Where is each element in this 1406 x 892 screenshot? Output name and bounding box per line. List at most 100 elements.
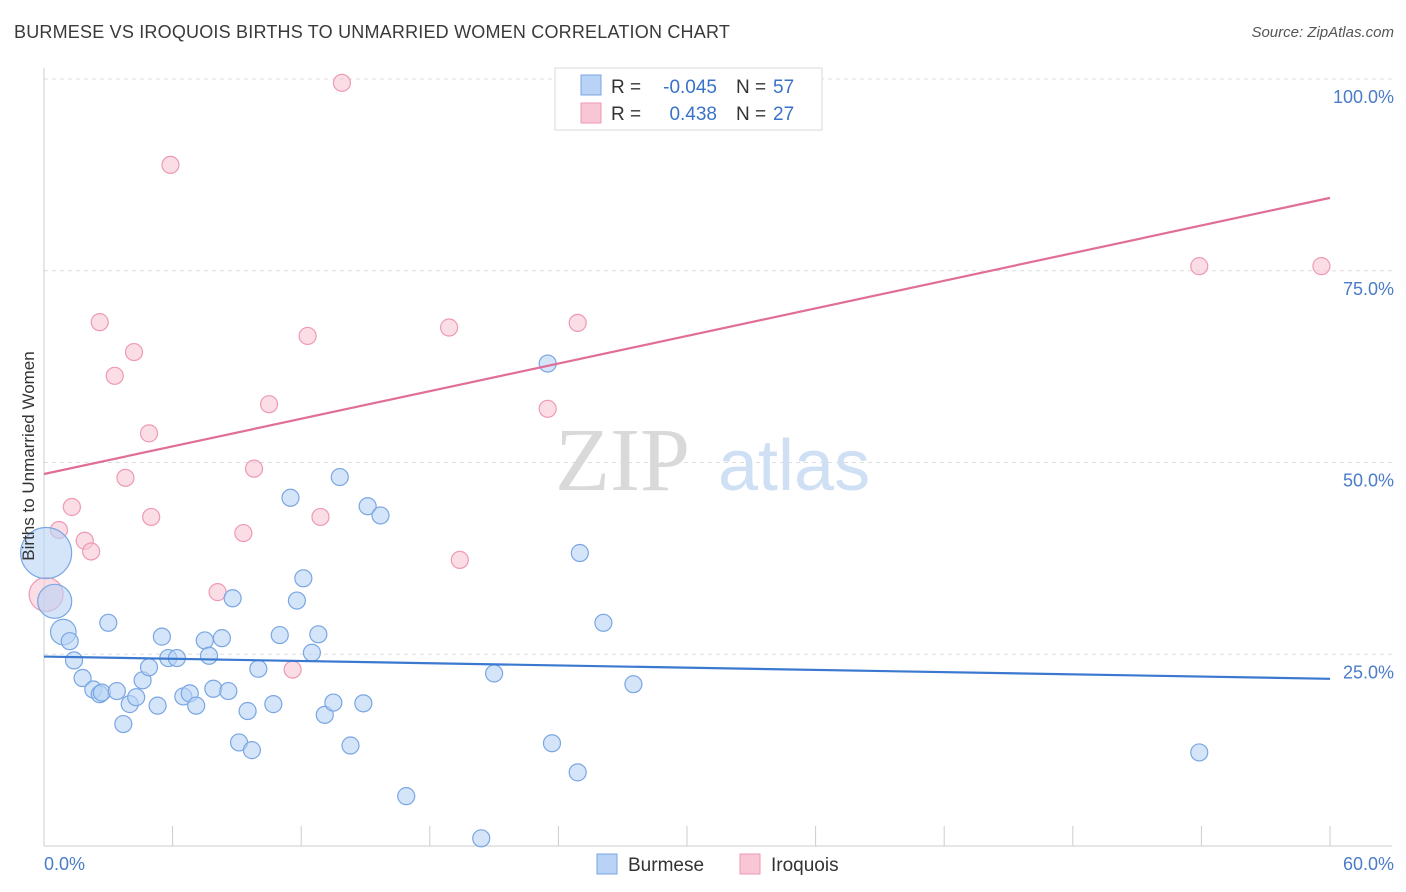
burmese-point <box>73 668 92 688</box>
iroquois-point <box>311 507 330 527</box>
burmese-trend-line <box>43 655 1331 680</box>
burmese-point <box>99 613 118 632</box>
burmese-point <box>281 488 300 507</box>
burmese-point <box>287 591 307 610</box>
burmese-point <box>485 664 504 683</box>
burmese-point <box>195 631 214 650</box>
iroquois-point <box>116 468 135 487</box>
axes <box>43 68 1392 847</box>
legend: R = -0.045 N = 57 R = 0.438 N = 27 <box>554 67 823 131</box>
burmese-point <box>354 694 373 713</box>
tick-labels: 25.0% 50.0% 75.0% 100.0% 0.0% 60.0% <box>44 87 1394 874</box>
bottom-legend-iroquois: Iroquois <box>771 855 839 876</box>
iroquois-point <box>62 497 81 517</box>
y-tick-label: 100.0% <box>1333 87 1394 107</box>
iroquois-point <box>259 395 279 414</box>
burmese-point <box>624 675 643 694</box>
burmese-point <box>309 625 328 644</box>
bottom-legend-swatch-burmese <box>596 853 618 875</box>
legend-n-value: 27 <box>773 104 794 125</box>
legend-r-value: -0.045 <box>663 77 717 98</box>
iroquois-point <box>450 550 469 570</box>
legend-swatch-iroquois <box>580 102 602 124</box>
burmese-point <box>294 569 313 588</box>
y-axis-label: Births to Unmarried Women <box>19 351 38 560</box>
watermark-atlas: atlas <box>718 426 870 506</box>
legend-n-label: N = <box>736 77 766 98</box>
y-tick-label: 75.0% <box>1343 279 1394 299</box>
bottom-legend-swatch-iroquois <box>739 853 761 875</box>
iroquois-point <box>90 313 109 332</box>
iroquois-point <box>439 318 459 337</box>
iroquois-point <box>234 523 253 543</box>
x-tick-label: 0.0% <box>44 854 85 874</box>
burmese-point <box>114 714 133 734</box>
burmese-point <box>358 497 377 516</box>
burmese-point <box>242 741 262 760</box>
burmese-point <box>264 695 283 714</box>
burmese-point <box>187 696 206 715</box>
burmese-point <box>64 651 84 670</box>
legend-n-value: 57 <box>773 77 794 98</box>
iroquois-point <box>139 424 159 443</box>
burmese-point <box>60 632 79 651</box>
burmese-point <box>37 583 73 619</box>
iroquois-point <box>1312 257 1331 276</box>
iroquois-point <box>105 366 124 385</box>
burmese-point <box>212 629 231 648</box>
trend-lines <box>43 196 1331 680</box>
burmese-point <box>107 681 126 701</box>
burmese-point <box>341 736 360 755</box>
x-tick-label: 60.0% <box>1343 854 1394 874</box>
iroquois-point <box>568 313 587 333</box>
chart-title: BURMESE VS IROQUOIS BIRTHS TO UNMARRIED … <box>14 22 731 42</box>
y-tick-label: 25.0% <box>1343 662 1394 682</box>
burmese-point <box>127 688 146 707</box>
source-label: Source: ZipAtlas.com <box>1251 24 1394 41</box>
legend-r-value: 0.438 <box>669 104 717 125</box>
iroquois-point <box>142 507 161 527</box>
iroquois-point <box>298 326 317 346</box>
legend-swatch-burmese <box>580 74 602 96</box>
burmese-point <box>148 696 167 715</box>
iroquois-trend-line <box>43 196 1331 476</box>
burmese-point <box>302 643 322 662</box>
burmese-point <box>199 646 219 665</box>
burmese-point <box>204 679 223 698</box>
iroquois-point <box>244 459 264 478</box>
legend-r-label: R = <box>611 104 641 125</box>
burmese-point <box>542 734 562 753</box>
legend-r-label: R = <box>611 77 641 98</box>
burmese-point <box>315 705 334 724</box>
y-tick-label: 50.0% <box>1343 471 1394 491</box>
legend-n-label: N = <box>736 104 766 125</box>
burmese-point <box>270 625 289 645</box>
iroquois-point <box>538 399 557 418</box>
burmese-point <box>570 543 589 563</box>
burmese-point <box>223 589 242 608</box>
burmese-point <box>219 681 238 701</box>
iroquois-point <box>332 73 352 92</box>
iroquois-point <box>283 660 302 679</box>
iroquois-point <box>82 542 101 561</box>
iroquois-point <box>1190 257 1209 276</box>
series-iroquois-points <box>28 73 1331 679</box>
burmese-point <box>139 658 159 677</box>
burmese-point <box>1190 743 1209 762</box>
bottom-legend: Burmese Iroquois <box>596 853 839 876</box>
burmese-point <box>249 659 268 678</box>
burmese-point <box>330 467 349 487</box>
iroquois-point <box>124 342 144 362</box>
burmese-point <box>371 506 390 525</box>
burmese-point <box>594 613 613 632</box>
watermark: ZIP atlas <box>555 411 870 510</box>
burmese-point <box>472 829 491 848</box>
burmese-point <box>152 627 171 646</box>
burmese-point <box>92 683 111 702</box>
burmese-point <box>238 701 257 721</box>
watermark-zip: ZIP <box>555 411 690 510</box>
iroquois-point <box>161 155 180 175</box>
bottom-legend-burmese: Burmese <box>628 855 704 876</box>
series-burmese-points <box>20 354 1209 848</box>
